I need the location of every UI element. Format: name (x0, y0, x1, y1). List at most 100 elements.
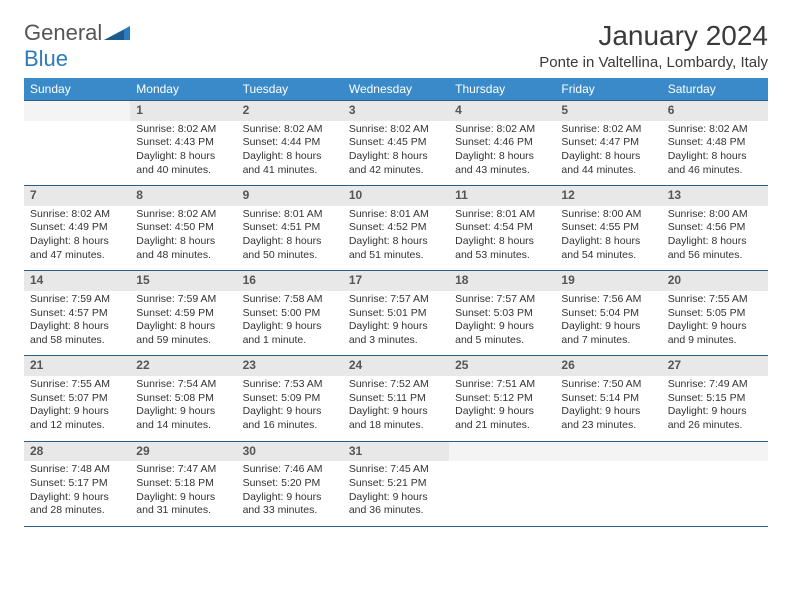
day-number: 17 (343, 271, 449, 291)
sunset-line: Sunset: 5:18 PM (136, 477, 230, 491)
daylight-line-1: Daylight: 9 hours (136, 491, 230, 505)
logo: GeneralBlue (24, 20, 130, 72)
day-body (662, 461, 768, 471)
day-body: Sunrise: 7:50 AMSunset: 5:14 PMDaylight:… (555, 376, 661, 441)
day-cell: 11Sunrise: 8:01 AMSunset: 4:54 PMDayligh… (449, 186, 555, 270)
week-row: 21Sunrise: 7:55 AMSunset: 5:07 PMDayligh… (24, 355, 768, 440)
day-cell (555, 442, 661, 526)
sunrise-line: Sunrise: 8:02 AM (136, 123, 230, 137)
sunset-line: Sunset: 5:01 PM (349, 307, 443, 321)
day-body: Sunrise: 7:49 AMSunset: 5:15 PMDaylight:… (662, 376, 768, 441)
sunset-line: Sunset: 5:08 PM (136, 392, 230, 406)
sunrise-line: Sunrise: 7:49 AM (668, 378, 762, 392)
month-title: January 2024 (539, 20, 768, 52)
daylight-line-1: Daylight: 9 hours (349, 320, 443, 334)
sunrise-line: Sunrise: 7:47 AM (136, 463, 230, 477)
day-body: Sunrise: 8:00 AMSunset: 4:55 PMDaylight:… (555, 206, 661, 271)
daylight-line-2: and 18 minutes. (349, 419, 443, 433)
day-cell: 13Sunrise: 8:00 AMSunset: 4:56 PMDayligh… (662, 186, 768, 270)
day-body: Sunrise: 7:57 AMSunset: 5:01 PMDaylight:… (343, 291, 449, 356)
day-cell: 21Sunrise: 7:55 AMSunset: 5:07 PMDayligh… (24, 356, 130, 440)
daylight-line-1: Daylight: 8 hours (136, 150, 230, 164)
sunset-line: Sunset: 4:57 PM (30, 307, 124, 321)
day-cell: 14Sunrise: 7:59 AMSunset: 4:57 PMDayligh… (24, 271, 130, 355)
location: Ponte in Valtellina, Lombardy, Italy (539, 54, 768, 71)
sunset-line: Sunset: 4:44 PM (243, 136, 337, 150)
daylight-line-1: Daylight: 9 hours (243, 320, 337, 334)
day-body: Sunrise: 7:53 AMSunset: 5:09 PMDaylight:… (237, 376, 343, 441)
day-body: Sunrise: 8:01 AMSunset: 4:54 PMDaylight:… (449, 206, 555, 271)
day-cell: 10Sunrise: 8:01 AMSunset: 4:52 PMDayligh… (343, 186, 449, 270)
day-cell: 23Sunrise: 7:53 AMSunset: 5:09 PMDayligh… (237, 356, 343, 440)
sunset-line: Sunset: 5:05 PM (668, 307, 762, 321)
day-body: Sunrise: 7:59 AMSunset: 4:59 PMDaylight:… (130, 291, 236, 356)
sunrise-line: Sunrise: 7:59 AM (136, 293, 230, 307)
day-cell: 28Sunrise: 7:48 AMSunset: 5:17 PMDayligh… (24, 442, 130, 526)
daylight-line-2: and 21 minutes. (455, 419, 549, 433)
sunrise-line: Sunrise: 8:02 AM (136, 208, 230, 222)
daylight-line-2: and 1 minute. (243, 334, 337, 348)
day-number (24, 101, 130, 121)
sunrise-line: Sunrise: 8:02 AM (561, 123, 655, 137)
daylight-line-1: Daylight: 8 hours (455, 150, 549, 164)
sunset-line: Sunset: 5:09 PM (243, 392, 337, 406)
daylight-line-1: Daylight: 9 hours (561, 405, 655, 419)
daylight-line-2: and 51 minutes. (349, 249, 443, 263)
sunset-line: Sunset: 4:56 PM (668, 221, 762, 235)
sunset-line: Sunset: 4:46 PM (455, 136, 549, 150)
day-cell: 16Sunrise: 7:58 AMSunset: 5:00 PMDayligh… (237, 271, 343, 355)
sunset-line: Sunset: 5:07 PM (30, 392, 124, 406)
day-number: 28 (24, 442, 130, 462)
day-number: 2 (237, 101, 343, 121)
sunrise-line: Sunrise: 7:53 AM (243, 378, 337, 392)
day-cell: 31Sunrise: 7:45 AMSunset: 5:21 PMDayligh… (343, 442, 449, 526)
day-cell: 26Sunrise: 7:50 AMSunset: 5:14 PMDayligh… (555, 356, 661, 440)
day-body: Sunrise: 7:57 AMSunset: 5:03 PMDaylight:… (449, 291, 555, 356)
daylight-line-2: and 9 minutes. (668, 334, 762, 348)
dow-row: SundayMondayTuesdayWednesdayThursdayFrid… (24, 78, 768, 100)
daylight-line-1: Daylight: 9 hours (668, 405, 762, 419)
day-cell: 18Sunrise: 7:57 AMSunset: 5:03 PMDayligh… (449, 271, 555, 355)
day-body: Sunrise: 7:59 AMSunset: 4:57 PMDaylight:… (24, 291, 130, 356)
daylight-line-1: Daylight: 8 hours (455, 235, 549, 249)
sunrise-line: Sunrise: 8:01 AM (349, 208, 443, 222)
day-number: 21 (24, 356, 130, 376)
logo-text: GeneralBlue (24, 20, 130, 72)
day-cell: 30Sunrise: 7:46 AMSunset: 5:20 PMDayligh… (237, 442, 343, 526)
day-body: Sunrise: 8:02 AMSunset: 4:46 PMDaylight:… (449, 121, 555, 186)
day-number: 5 (555, 101, 661, 121)
day-body: Sunrise: 8:02 AMSunset: 4:48 PMDaylight:… (662, 121, 768, 186)
daylight-line-2: and 53 minutes. (455, 249, 549, 263)
dow-cell: Wednesday (343, 78, 449, 100)
daylight-line-2: and 40 minutes. (136, 164, 230, 178)
daylight-line-1: Daylight: 8 hours (30, 235, 124, 249)
sunset-line: Sunset: 4:47 PM (561, 136, 655, 150)
daylight-line-2: and 50 minutes. (243, 249, 337, 263)
day-number: 20 (662, 271, 768, 291)
sunrise-line: Sunrise: 8:02 AM (30, 208, 124, 222)
day-number: 6 (662, 101, 768, 121)
day-body: Sunrise: 7:51 AMSunset: 5:12 PMDaylight:… (449, 376, 555, 441)
day-cell: 8Sunrise: 8:02 AMSunset: 4:50 PMDaylight… (130, 186, 236, 270)
day-cell: 1Sunrise: 8:02 AMSunset: 4:43 PMDaylight… (130, 101, 236, 185)
daylight-line-1: Daylight: 9 hours (455, 405, 549, 419)
day-body: Sunrise: 7:55 AMSunset: 5:05 PMDaylight:… (662, 291, 768, 356)
daylight-line-1: Daylight: 8 hours (668, 150, 762, 164)
sunrise-line: Sunrise: 8:02 AM (668, 123, 762, 137)
day-body: Sunrise: 8:00 AMSunset: 4:56 PMDaylight:… (662, 206, 768, 271)
sunrise-line: Sunrise: 7:57 AM (349, 293, 443, 307)
day-body: Sunrise: 7:48 AMSunset: 5:17 PMDaylight:… (24, 461, 130, 526)
day-body: Sunrise: 7:46 AMSunset: 5:20 PMDaylight:… (237, 461, 343, 526)
sunrise-line: Sunrise: 7:48 AM (30, 463, 124, 477)
day-cell: 22Sunrise: 7:54 AMSunset: 5:08 PMDayligh… (130, 356, 236, 440)
day-cell: 9Sunrise: 8:01 AMSunset: 4:51 PMDaylight… (237, 186, 343, 270)
day-cell: 12Sunrise: 8:00 AMSunset: 4:55 PMDayligh… (555, 186, 661, 270)
sunset-line: Sunset: 4:59 PM (136, 307, 230, 321)
day-number: 23 (237, 356, 343, 376)
sunset-line: Sunset: 4:48 PM (668, 136, 762, 150)
daylight-line-1: Daylight: 9 hours (136, 405, 230, 419)
day-number: 9 (237, 186, 343, 206)
daylight-line-1: Daylight: 8 hours (243, 150, 337, 164)
day-cell: 17Sunrise: 7:57 AMSunset: 5:01 PMDayligh… (343, 271, 449, 355)
daylight-line-1: Daylight: 8 hours (349, 150, 443, 164)
